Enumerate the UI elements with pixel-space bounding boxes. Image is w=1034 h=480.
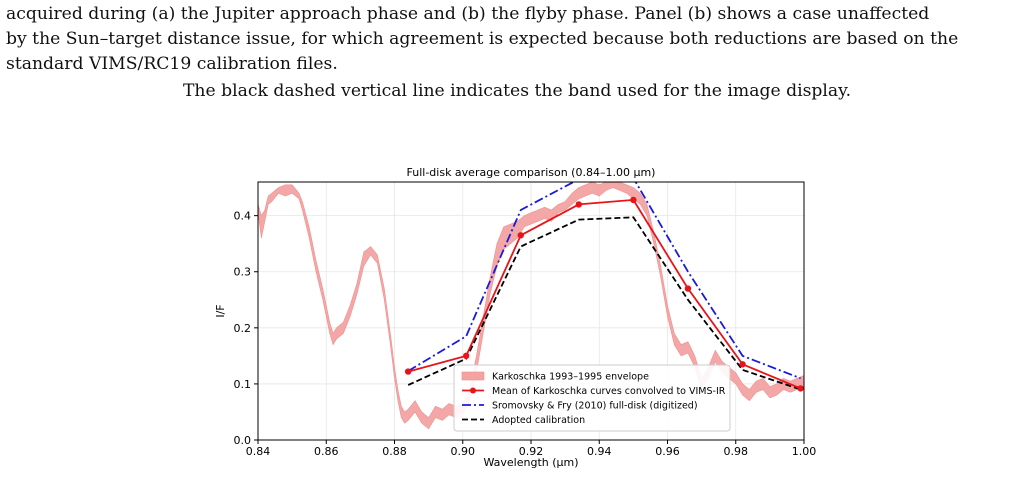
legend-marker xyxy=(470,387,476,394)
y-tick-label: 0.0 xyxy=(234,434,252,447)
x-axis-label: Wavelength (μm) xyxy=(483,456,578,469)
series-line-3 xyxy=(407,216,801,391)
x-tick-label: 0.92 xyxy=(519,445,544,458)
figure: 0.84 0.86 0.88 0.90 0.92 0.94 0.96 0.98 1.00 0.0 0… xyxy=(196,160,826,479)
band-note: The black dashed vertical line indicates… xyxy=(182,81,852,101)
data-marks xyxy=(258,182,804,430)
series-point xyxy=(517,232,524,239)
x-tick-label: 0.86 xyxy=(314,445,339,458)
legend: Karkoschka 1993–1995 envelope Mean of Kar… xyxy=(453,364,731,432)
series-point xyxy=(797,385,804,392)
series-line-2 xyxy=(407,182,801,380)
plot-area xyxy=(258,182,804,430)
y-tick-label: 0.4 xyxy=(234,210,252,223)
series-point xyxy=(575,201,582,208)
y-axis-label: I/F xyxy=(214,304,227,317)
x-tick-label: 0.90 xyxy=(451,445,476,458)
caption-line: acquired during (a) the Jupiter approach… xyxy=(6,4,930,24)
legend-swatch xyxy=(461,371,485,381)
legend-label: Adopted calibration xyxy=(492,415,585,426)
spectrum-chart: 0.84 0.86 0.88 0.90 0.92 0.94 0.96 0.98 1.00 0.0 0… xyxy=(196,160,826,475)
legend-label: Sromovsky & Fry (2010) full-disk (digiti… xyxy=(492,401,698,412)
chart-title: Full-disk average comparison (0.84–1.00 … xyxy=(407,166,656,179)
caption-line: standard VIMS/RC19 calibration files. xyxy=(6,54,338,74)
x-tick-label: 0.84 xyxy=(246,445,271,458)
x-tick-label: 0.96 xyxy=(655,445,680,458)
legend-box xyxy=(453,364,731,432)
caption-paragraph: acquired during (a) the Jupiter approach… xyxy=(6,2,1030,77)
y-tick-label: 0.2 xyxy=(234,322,252,335)
series-point xyxy=(462,352,470,360)
x-tick-label: 0.98 xyxy=(724,445,749,458)
series-point xyxy=(684,285,692,292)
x-tick-label: 1.00 xyxy=(792,445,817,458)
envelope-band xyxy=(258,182,804,430)
series-point xyxy=(404,368,412,375)
series-point xyxy=(630,196,637,204)
y-tick-label: 0.1 xyxy=(234,378,252,391)
legend-label: Karkoschka 1993–1995 envelope xyxy=(492,372,649,383)
y-tick-label: 0.3 xyxy=(234,266,252,279)
legend-label: Mean of Karkoschka curves convolved to V… xyxy=(492,386,726,397)
caption-line: by the Sun–target distance issue, for wh… xyxy=(6,29,959,49)
series-line-1 xyxy=(407,198,801,390)
x-tick-label: 0.88 xyxy=(382,445,407,458)
ticks: 0.84 0.86 0.88 0.90 0.92 0.94 0.96 0.98 1.00 0.0 0… xyxy=(234,210,817,458)
x-tick-label: 0.94 xyxy=(587,445,612,458)
series-point xyxy=(739,361,746,368)
